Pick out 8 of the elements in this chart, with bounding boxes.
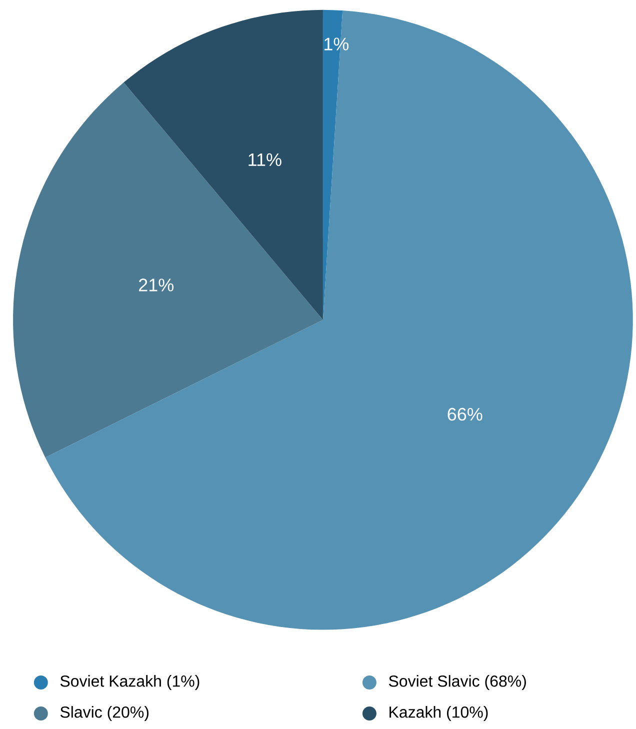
data-label: 1%	[324, 38, 349, 50]
data-label: 11%	[248, 153, 282, 166]
legend-label: Soviet Kazakh (1%)	[60, 675, 200, 690]
legend-label: Slavic (20%)	[60, 706, 148, 721]
data-label: 21%	[139, 278, 174, 292]
legend-label: Soviet Slavic (68%)	[388, 675, 526, 690]
legend-label: Kazakh (10%)	[390, 706, 488, 721]
data-label: 66%	[448, 408, 482, 421]
